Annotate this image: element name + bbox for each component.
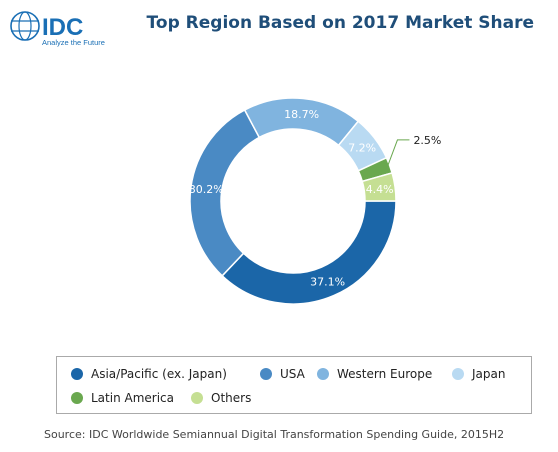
data-label-western-europe: 18.7% [284, 108, 319, 121]
chart-title: Top Region Based on 2017 Market Share [146, 13, 534, 33]
legend-marker-others [191, 392, 203, 404]
legend-label-others: Others [211, 391, 252, 405]
leader-line-latin-america [387, 139, 410, 167]
legend-item-usa: USA [260, 367, 305, 381]
chart-slices [189, 97, 397, 305]
chart-labels: 37.1% 30.2% 18.7% 7.2% 2.5% 4.4% [189, 108, 442, 288]
data-label-others: 4.4% [366, 183, 394, 196]
legend-item-japan: Japan [452, 367, 505, 381]
legend-label-japan: Japan [472, 367, 506, 381]
legend-label-usa: USA [280, 367, 305, 381]
slice-others [361, 171, 397, 202]
slice-asia-pacific-ex-japan [221, 200, 397, 305]
legend-item-asia-pacific: Asia/Pacific (ex. Japan) [71, 367, 227, 381]
legend-marker-asia-pacific [71, 368, 83, 380]
globe-icon [10, 11, 40, 41]
legend-item-latin-america: Latin America [71, 391, 174, 405]
data-label-japan: 7.2% [348, 141, 376, 154]
legend-label-western-europe: Western Europe [337, 367, 433, 381]
chart-legend: Asia/Pacific (ex. Japan) USA Western Eur… [56, 356, 532, 414]
slice-western-europe [243, 97, 360, 147]
data-label-asia-pacific-ex-japan: 37.1% [310, 275, 345, 288]
legend-label-latin-america: Latin America [91, 391, 174, 405]
legend-marker-usa [260, 368, 272, 380]
idc-logo: IDC Analyze the Future [10, 11, 105, 47]
data-label-usa: 30.2% [189, 183, 224, 196]
legend-marker-japan [452, 368, 464, 380]
source-note: Source: IDC Worldwide Semiannual Digital… [44, 428, 505, 441]
logo-tagline: Analyze the Future [42, 38, 105, 47]
legend-item-western-europe: Western Europe [317, 367, 432, 381]
legend-label-asia-pacific: Asia/Pacific (ex. Japan) [91, 367, 227, 381]
legend-marker-latin-america [71, 392, 83, 404]
data-label-latin-america: 2.5% [413, 134, 441, 147]
logo-brand: IDC [42, 14, 83, 41]
legend-item-others: Others [191, 391, 251, 405]
legend-marker-western-europe [317, 368, 329, 380]
